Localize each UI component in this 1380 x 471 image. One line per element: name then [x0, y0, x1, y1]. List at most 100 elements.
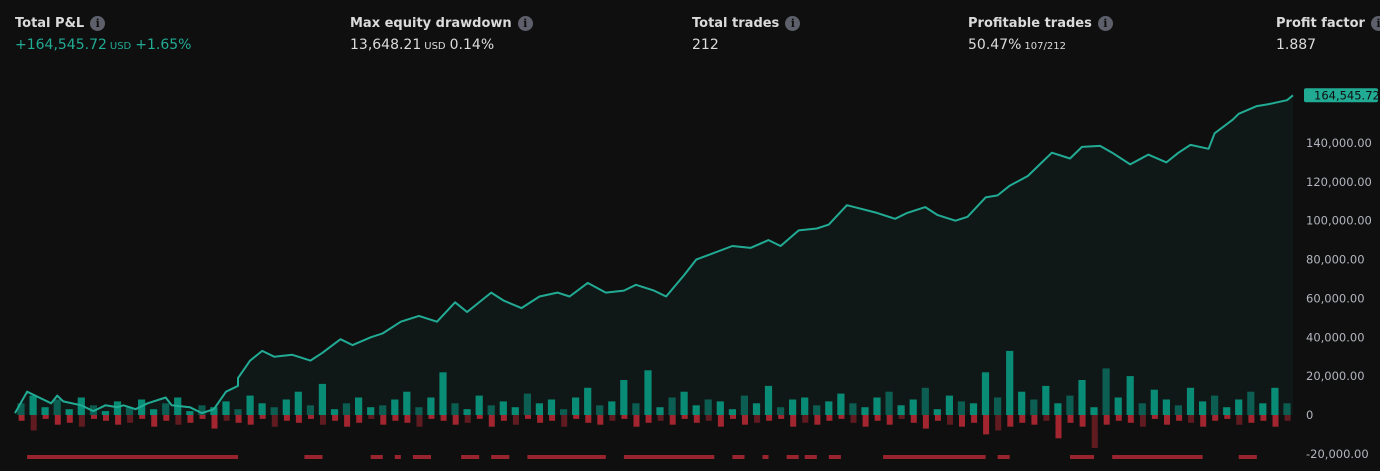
runup-bar	[1102, 368, 1110, 415]
drawdown-bar	[1151, 415, 1158, 419]
drawdown-bar	[416, 415, 423, 427]
drawdown-bar	[392, 415, 399, 421]
runup-bar	[716, 401, 724, 415]
drawdown-bar	[621, 415, 628, 419]
y-tick-label: 80,000.00	[1306, 253, 1365, 267]
info-icon[interactable]: i	[1370, 16, 1380, 31]
drawdown-bar	[838, 415, 845, 419]
drawdown-bar	[91, 415, 97, 419]
metric-percent: +1.65%	[135, 37, 192, 53]
runup-bar	[391, 399, 399, 415]
drawdown-bar	[476, 415, 483, 419]
runup-bar	[1211, 395, 1219, 415]
runup-bar	[632, 403, 640, 415]
metric-unit: USD	[109, 41, 132, 52]
drawdown-bar	[1248, 415, 1255, 423]
drawdown-bar	[802, 415, 809, 423]
metric-value: 50.47%	[968, 37, 1022, 53]
drawdown-bar	[428, 415, 435, 419]
drawdown-bar	[356, 415, 363, 423]
runup-bar	[53, 399, 61, 415]
runup-bar	[198, 405, 206, 415]
drawdown-bar	[78, 415, 85, 427]
drawdown-bar	[959, 415, 965, 427]
runup-bar	[162, 403, 170, 415]
runup-bar	[933, 409, 941, 415]
drawdown-bar	[778, 415, 785, 419]
metric-profitable-trades: Profitable trades i 50.47% 107/212	[968, 16, 1113, 53]
drawdown-bar	[139, 415, 146, 419]
drawdown-bar	[30, 415, 37, 431]
drawdown-period	[762, 455, 769, 459]
runup-bar	[342, 403, 351, 415]
runup-bar	[873, 397, 881, 415]
runup-bar	[897, 405, 905, 415]
drawdown-bar	[657, 415, 664, 421]
drawdown-bar	[1103, 415, 1110, 425]
runup-bar	[1259, 403, 1267, 415]
info-icon[interactable]: i	[517, 16, 533, 31]
drawdown-bar	[525, 415, 531, 419]
drawdown-bar	[874, 415, 881, 421]
runup-bar	[728, 409, 736, 415]
runup-bar	[921, 387, 929, 415]
runup-bar	[957, 401, 965, 415]
runup-bar	[945, 395, 953, 415]
drawdown-bar	[1164, 415, 1170, 425]
runup-bar	[656, 407, 664, 415]
drawdown-bar	[66, 415, 73, 423]
drawdown-bar	[332, 415, 339, 421]
runup-bar	[547, 399, 556, 415]
runup-bar	[1042, 385, 1050, 415]
metric-label: Total P&L	[15, 16, 85, 31]
runup-bar	[427, 397, 435, 415]
drawdown-period	[623, 455, 715, 459]
runup-bar	[475, 395, 483, 415]
runup-bar	[572, 397, 580, 415]
drawdown-bar	[1031, 415, 1038, 425]
drawdown-bar	[308, 415, 314, 419]
drawdown-bar	[1055, 415, 1062, 439]
runup-bar	[813, 405, 821, 415]
metric-ratio: 107/212	[1024, 41, 1066, 52]
drawdown-bar	[585, 415, 592, 423]
drawdown-bar	[898, 415, 905, 419]
runup-bar	[825, 401, 833, 415]
runup-bar	[644, 370, 652, 415]
drawdown-period	[1112, 455, 1203, 459]
y-tick-label: 100,000.00	[1306, 214, 1372, 228]
drawdown-bar	[597, 415, 604, 425]
info-icon[interactable]: i	[785, 16, 801, 31]
drawdown-bar	[573, 415, 580, 419]
drawdown-bar	[730, 415, 736, 419]
drawdown-bar	[247, 415, 254, 425]
drawdown-bar	[500, 415, 507, 421]
runup-bar	[367, 407, 375, 415]
drawdown-period	[883, 455, 986, 459]
runup-bar	[463, 409, 471, 415]
info-icon[interactable]: i	[1097, 16, 1113, 31]
runup-bar	[764, 385, 773, 415]
drawdown-period	[1070, 455, 1095, 459]
equity-area	[15, 95, 1293, 416]
drawdown-period	[461, 455, 480, 459]
drawdown-bar	[42, 415, 49, 419]
runup-bar	[837, 393, 845, 415]
drawdown-bar	[814, 415, 821, 425]
runup-bar	[692, 405, 700, 415]
drawdown-bar	[609, 415, 616, 421]
runup-bar	[150, 409, 158, 415]
info-icon[interactable]: i	[90, 16, 106, 31]
runup-bar	[752, 403, 761, 415]
runup-bar	[246, 395, 254, 415]
drawdown-bar	[1139, 415, 1146, 427]
drawdown-bar	[1019, 415, 1026, 423]
drawdown-bar	[1200, 415, 1207, 427]
y-tick-label: 120,000.00	[1306, 175, 1372, 189]
drawdown-bar	[886, 415, 893, 425]
drawdown-period	[1238, 455, 1257, 459]
runup-bar	[704, 399, 712, 415]
drawdown-bar	[910, 415, 917, 423]
metric-value: 212	[692, 37, 719, 53]
